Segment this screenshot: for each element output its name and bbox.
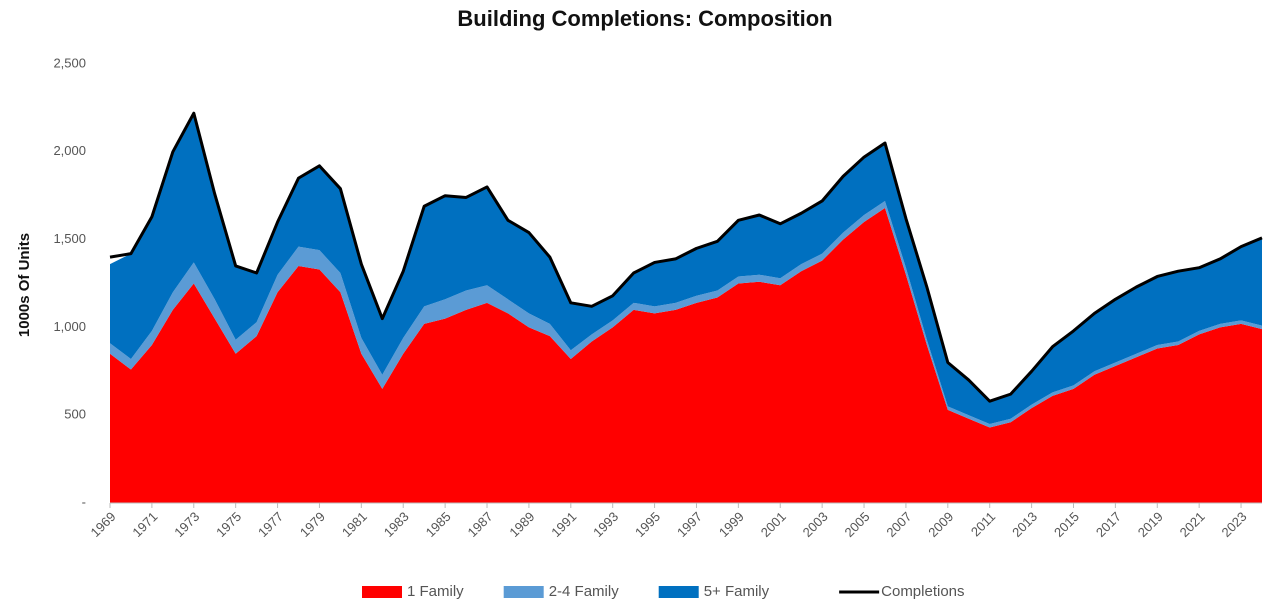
x-tick-label: 1993 [590,509,621,540]
x-tick-label: 2023 [1219,509,1250,540]
x-tick-label: 2001 [758,509,789,540]
legend-swatch [658,586,699,598]
y-tick-label: 2,500 [53,55,86,70]
x-tick-label: 1979 [297,509,328,540]
x-tick-label: 1983 [381,509,412,540]
x-tick-label: 2021 [1177,509,1208,540]
x-tick-label: 2009 [925,509,956,540]
x-tick-label: 1975 [213,509,244,540]
x-tick-label: 1985 [423,509,454,540]
x-tick-label: 1991 [548,509,579,540]
x-tick-label: 1997 [674,509,705,540]
x-tick-label: 2013 [1009,509,1040,540]
y-tick-label: 1,000 [53,319,86,334]
x-tick-label: 2015 [1051,509,1082,540]
legend-swatch [503,586,544,598]
x-tick-label: 1999 [716,509,747,540]
x-tick-label: 2019 [1135,509,1166,540]
x-tick-label: 1977 [255,509,286,540]
area [110,207,1262,503]
y-tick-label: 1,500 [53,231,86,246]
legend-label: Completions [881,583,964,600]
x-tick-label: 1981 [339,509,370,540]
legend-swatch [362,586,402,598]
x-tick-label: 2011 [968,509,998,539]
chart-title: Building Completions: Composition [457,6,832,31]
y-tick-label: - [82,494,86,509]
legend-label: 1 Family [407,583,464,600]
legend-label: 2-4 Family [549,583,620,600]
x-tick-label: 1989 [506,509,537,540]
x-tick-label: 1969 [87,509,118,540]
x-tick-label: 1973 [171,509,202,540]
x-tick-label: 1987 [465,509,496,540]
y-tick-label: 500 [64,407,86,422]
area [110,113,1262,424]
completions-line [109,111,1263,403]
legend-label: 5+ Family [704,583,770,600]
y-tick-label: 2,000 [53,143,86,158]
x-tick-label: 1995 [632,509,663,540]
x-tick-label: 1971 [129,509,160,540]
x-tick-label: 2007 [883,509,914,540]
y-axis-label: 1000s Of Units [16,233,33,337]
x-tick-label: 2017 [1093,509,1124,540]
x-tick-label: 2003 [800,509,831,540]
x-tick-label: 2005 [842,509,873,540]
